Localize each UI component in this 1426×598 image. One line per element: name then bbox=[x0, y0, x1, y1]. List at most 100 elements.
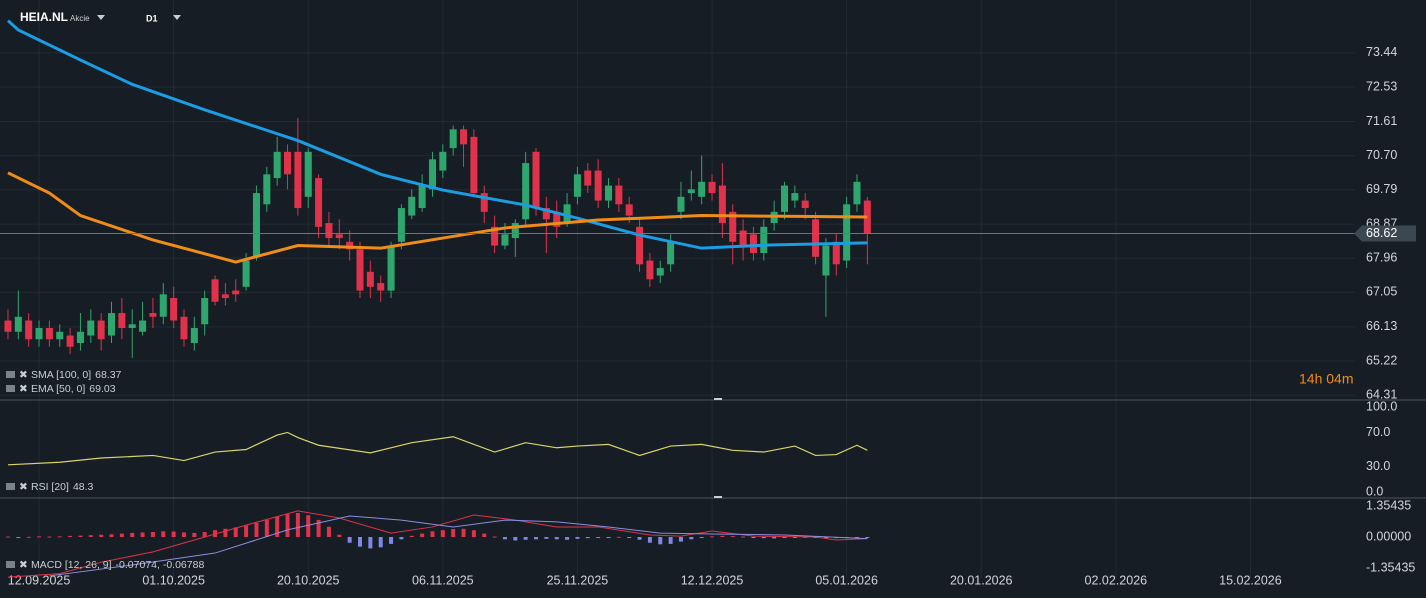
macd-histogram-bar bbox=[627, 537, 632, 539]
grid: 12.09.2025 01.10.2025 20.10.2025 06.11.2025… bbox=[0, 0, 1415, 587]
candle-body bbox=[387, 245, 395, 291]
candle-body bbox=[532, 151, 540, 209]
x-tick-label: 15.02.2026 bbox=[1219, 573, 1282, 587]
x-tick-label: 20.10.2025 bbox=[277, 573, 340, 587]
y-tick-label: 65.22 bbox=[1366, 353, 1397, 367]
macd-histogram-bar bbox=[565, 537, 570, 540]
y-tick-label: 73.44 bbox=[1366, 45, 1397, 59]
candle-body bbox=[14, 316, 22, 332]
candle-body bbox=[542, 208, 550, 220]
candle-body bbox=[273, 151, 281, 179]
candle-body bbox=[791, 193, 799, 201]
timeframe[interactable]: D1 bbox=[146, 13, 158, 23]
macd-histogram-bar bbox=[865, 537, 870, 539]
macd-histogram-bar bbox=[440, 530, 445, 538]
asset-type: Akcie bbox=[70, 14, 90, 23]
indicator-icon[interactable] bbox=[6, 385, 15, 392]
candle-body bbox=[853, 181, 861, 205]
macd-histogram-bar bbox=[57, 536, 62, 538]
candle-body bbox=[553, 211, 561, 227]
y-tick-label: 67.96 bbox=[1366, 251, 1397, 265]
candle-body bbox=[460, 129, 468, 145]
candle-body bbox=[801, 200, 809, 209]
candle-body bbox=[335, 234, 343, 239]
candle-body bbox=[232, 290, 240, 295]
macd-histogram-bar bbox=[68, 535, 73, 538]
candle-body bbox=[843, 204, 851, 261]
indicator-remove[interactable]: ✖ bbox=[19, 481, 28, 493]
indicator-icon[interactable] bbox=[6, 483, 15, 490]
macd-histogram-bar bbox=[658, 537, 663, 545]
candle-body bbox=[636, 226, 644, 265]
macd-histogram-bar bbox=[751, 537, 756, 539]
candle-body bbox=[294, 151, 302, 209]
macd-histogram-bar bbox=[181, 532, 186, 538]
macd-histogram-bar bbox=[699, 537, 704, 539]
macd-histogram-bar bbox=[492, 536, 497, 538]
x-tick-label: 06.11.2025 bbox=[412, 573, 474, 587]
candle-body bbox=[159, 294, 167, 317]
macd-histogram-bar bbox=[792, 537, 797, 539]
indicator-value: -0.07074, -0.06788 bbox=[116, 559, 205, 571]
macd-histogram-bar bbox=[264, 519, 269, 538]
macd-histogram-bar bbox=[575, 537, 580, 539]
indicator-icon[interactable] bbox=[6, 371, 15, 378]
candle-body bbox=[325, 223, 333, 239]
candle-body bbox=[263, 174, 271, 205]
candle-body bbox=[45, 328, 53, 340]
macd-histogram-bar bbox=[710, 536, 715, 538]
timeframe-dropdown[interactable] bbox=[173, 15, 181, 20]
y-tick-label: 64.31 bbox=[1366, 387, 1397, 401]
candle-body bbox=[646, 260, 654, 280]
macd-histogram-bar bbox=[150, 531, 155, 538]
countdown: 14h 04m bbox=[1299, 371, 1353, 387]
y-tick-label: 67.05 bbox=[1366, 285, 1397, 299]
candle-body bbox=[718, 185, 726, 224]
candle-body bbox=[87, 320, 95, 336]
candle-body bbox=[480, 193, 488, 212]
indicator-remove[interactable]: ✖ bbox=[19, 383, 28, 395]
candle-body bbox=[687, 189, 695, 194]
panel bbox=[5, 510, 870, 578]
candle-body bbox=[346, 241, 354, 250]
symbol-dropdown[interactable] bbox=[97, 15, 105, 20]
macd-histogram-bar bbox=[171, 531, 176, 538]
candle-body bbox=[25, 320, 33, 340]
candle-body bbox=[356, 249, 364, 291]
macd-histogram-bar bbox=[689, 537, 694, 540]
macd-histogram-bar bbox=[534, 537, 539, 540]
plot: 68.62 14h 04m bbox=[0, 19, 1416, 578]
candle-body bbox=[491, 226, 499, 246]
macd-histogram-bar bbox=[140, 532, 145, 538]
indicator-remove[interactable]: ✖ bbox=[19, 559, 28, 571]
macd-histogram-bar bbox=[637, 537, 642, 540]
macd-histogram-bar bbox=[782, 537, 787, 539]
symbol[interactable]: HEIA.NL bbox=[20, 10, 68, 24]
y-tick-label: 70.70 bbox=[1366, 148, 1397, 162]
indicator-name: RSI [20] bbox=[31, 481, 69, 493]
macd-histogram-bar bbox=[668, 537, 673, 544]
candle-body bbox=[211, 279, 219, 302]
candle-body bbox=[201, 298, 209, 325]
x-tick-label: 12.12.2025 bbox=[681, 573, 744, 587]
candle-body bbox=[118, 313, 126, 329]
macd-histogram-bar bbox=[523, 537, 528, 540]
candle-body bbox=[832, 241, 840, 265]
rsi-line bbox=[7, 431, 868, 466]
macd-histogram-bar bbox=[399, 537, 404, 540]
macd-histogram-bar bbox=[585, 537, 590, 539]
resize-handle[interactable] bbox=[714, 496, 722, 498]
indicator-remove[interactable]: ✖ bbox=[19, 369, 28, 381]
y-tick-label: 100.0 bbox=[1366, 399, 1397, 413]
macd-histogram-bar bbox=[378, 537, 383, 548]
candle-body bbox=[573, 174, 581, 197]
macd-histogram-bar bbox=[647, 537, 652, 543]
macd-histogram-bar bbox=[502, 537, 507, 540]
candle-body bbox=[780, 185, 789, 212]
indicator-icon[interactable] bbox=[6, 561, 15, 568]
macd-histogram-bar bbox=[47, 536, 52, 538]
candle-body bbox=[522, 163, 530, 220]
resize-handle[interactable] bbox=[714, 398, 722, 400]
indicator-name: EMA [50, 0] bbox=[31, 383, 85, 395]
